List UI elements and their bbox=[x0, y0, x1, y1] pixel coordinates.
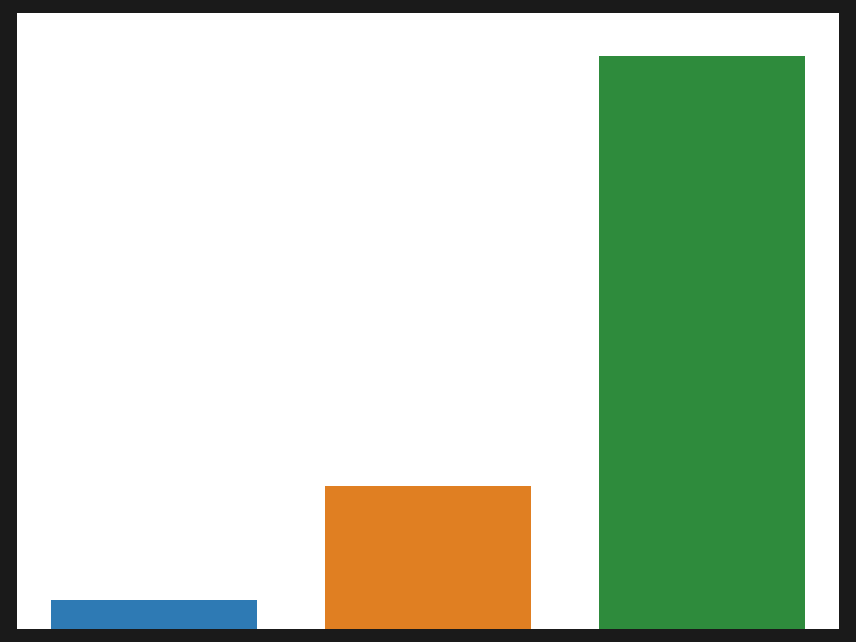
Bar bbox=[599, 56, 805, 629]
Bar bbox=[325, 486, 531, 629]
Bar bbox=[51, 600, 257, 629]
